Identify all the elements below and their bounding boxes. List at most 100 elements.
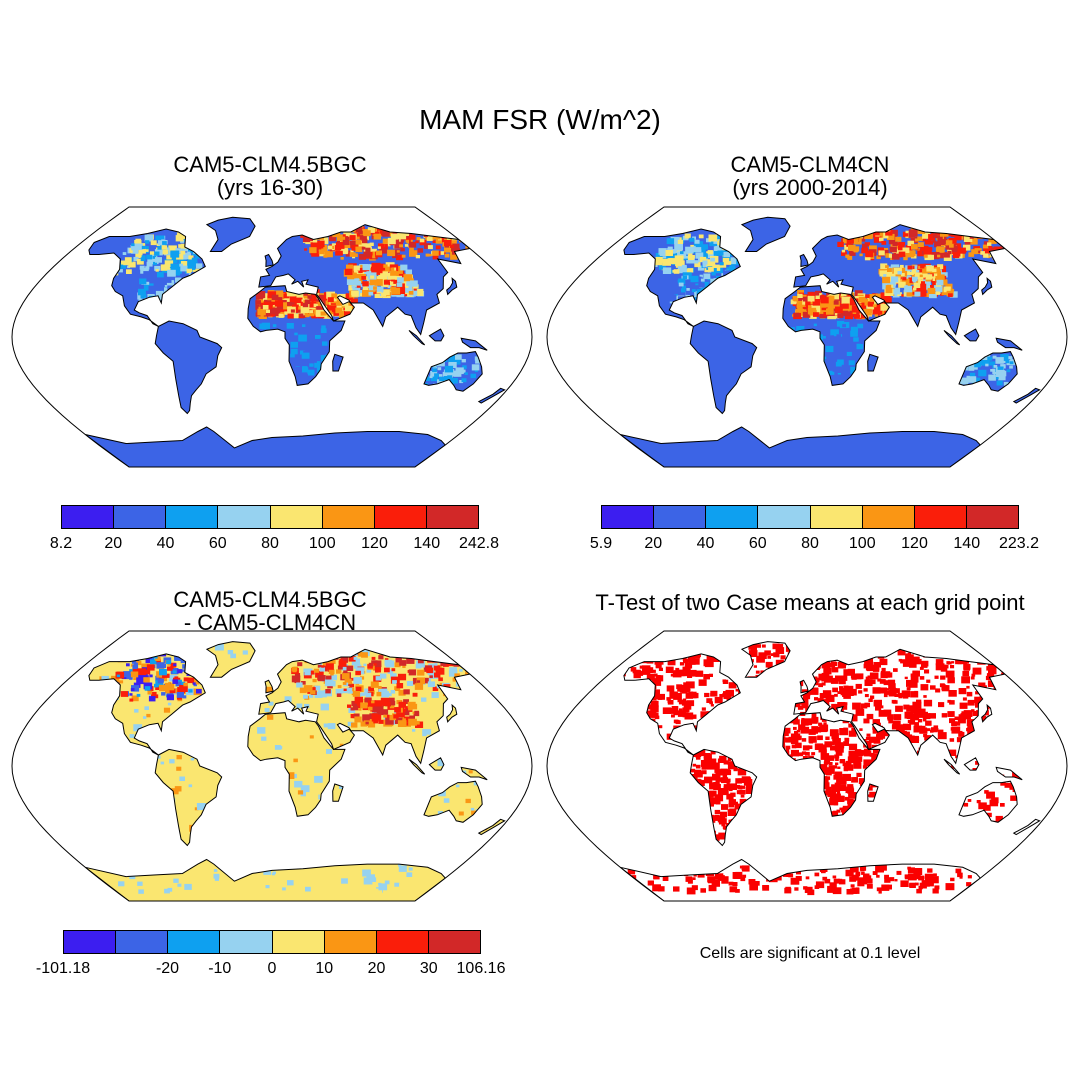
- map-cell: [126, 663, 130, 667]
- map-cell: [352, 280, 361, 288]
- map-cell: [40, 712, 47, 718]
- map-cell: [141, 735, 150, 742]
- map-cell: [907, 719, 912, 723]
- map-cell: [950, 226, 957, 232]
- map-cell: [667, 699, 672, 703]
- map-cell: [278, 806, 288, 815]
- map-cell: [897, 245, 904, 251]
- map-cell: [878, 299, 882, 302]
- map-cell: [734, 663, 738, 666]
- map-cell: [779, 669, 786, 675]
- map-cell: [356, 285, 361, 289]
- map-cell: [376, 250, 382, 256]
- map-cell: [192, 678, 200, 685]
- map-cell: [661, 648, 670, 656]
- map-cell: [984, 752, 992, 758]
- map-cell: [859, 231, 864, 236]
- map-cell: [792, 808, 802, 816]
- map-cell: [312, 678, 317, 683]
- map-cell: [919, 666, 924, 670]
- map-cell: [696, 796, 701, 801]
- map-cell: [866, 733, 871, 737]
- map-cell: [822, 326, 832, 334]
- map-cell: [355, 773, 362, 779]
- map-cell: [275, 290, 284, 297]
- map-cell: [367, 721, 376, 728]
- map-cell: [801, 718, 805, 721]
- map-cell: [164, 293, 172, 299]
- landmass-borneo: [429, 329, 444, 341]
- map-cell: [417, 227, 421, 231]
- map-cell: [682, 275, 687, 280]
- map-cell: [143, 677, 150, 683]
- map-cell: [171, 850, 176, 855]
- map-cell: [755, 677, 763, 683]
- map-cell: [464, 372, 468, 375]
- map-cell: [377, 844, 383, 849]
- map-cell: [978, 657, 984, 662]
- map-cell: [232, 822, 239, 827]
- map-cell: [633, 680, 639, 686]
- map-cell: [844, 244, 851, 250]
- map-cell: [703, 812, 710, 818]
- map-cell: [302, 360, 310, 367]
- map-cell: [667, 659, 676, 666]
- map-cell: [317, 228, 322, 232]
- map-cell: [722, 254, 731, 262]
- map-cell: [91, 821, 101, 829]
- map-cell: [807, 745, 813, 749]
- map-cell: [979, 754, 985, 759]
- map-cell: [451, 247, 456, 251]
- map-cell: [470, 807, 475, 811]
- map-cell: [421, 677, 429, 684]
- map-cell: [399, 777, 405, 782]
- map-cell: [325, 663, 334, 670]
- map-cell: [324, 250, 333, 258]
- map-cell: [107, 735, 115, 741]
- map-cell: [919, 274, 923, 278]
- map-cell: [382, 289, 390, 295]
- coastline-australia: [423, 780, 483, 823]
- map-cell: [888, 313, 896, 319]
- map-cell: [778, 781, 784, 786]
- map-cell: [370, 877, 377, 882]
- map-cell: [808, 736, 817, 743]
- map-cell: [708, 290, 712, 294]
- map-cell: [718, 732, 725, 738]
- landmass-africa: [247, 712, 345, 817]
- map-cell: [680, 251, 684, 254]
- map-cell: [453, 695, 463, 703]
- map-cell: [300, 350, 305, 355]
- map-cell: [419, 685, 429, 693]
- map-cell: [800, 781, 810, 789]
- map-cell: [895, 806, 905, 814]
- map-cell: [743, 681, 752, 688]
- map-cell: [301, 229, 307, 234]
- map-cell: [112, 752, 120, 759]
- map-cell: [172, 679, 178, 684]
- map-cell: [401, 282, 409, 288]
- map-cell: [192, 682, 196, 685]
- map-cell: [344, 305, 352, 312]
- map-cell: [983, 743, 990, 748]
- map-cell: [368, 291, 374, 296]
- map-cell: [700, 299, 706, 304]
- map-cell: [879, 270, 888, 277]
- map-cell: [340, 833, 349, 841]
- map-cell: [949, 700, 955, 705]
- map-cell: [400, 248, 405, 252]
- map-cell: [809, 312, 817, 319]
- map-cell: [261, 322, 270, 330]
- map-cell: [352, 795, 361, 802]
- map-cell: [915, 288, 922, 294]
- map-cell: [857, 229, 863, 235]
- map-cell: [339, 784, 345, 789]
- landmass-borneo: [964, 757, 979, 771]
- map-cell: [959, 377, 969, 385]
- map-cell: [651, 669, 656, 673]
- map-cell: [1042, 721, 1048, 726]
- map-cell: [734, 753, 743, 760]
- map-cell: [718, 832, 727, 840]
- map-cell: [659, 250, 667, 256]
- map-cell: [704, 268, 710, 273]
